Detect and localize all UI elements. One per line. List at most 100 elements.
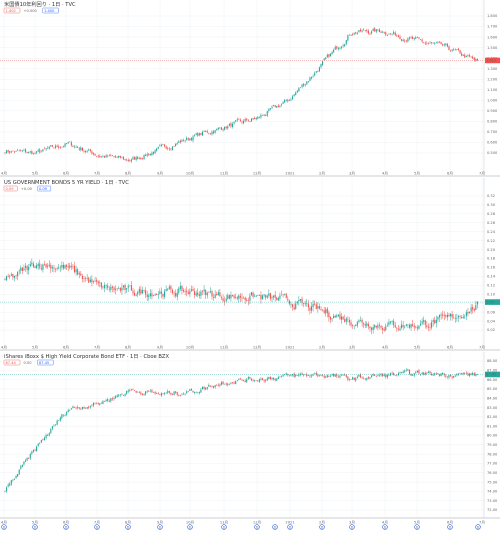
candle-body: [453, 317, 455, 319]
dividend-event-marker[interactable]: [254, 524, 260, 530]
candle-body: [255, 295, 257, 297]
dividend-event-marker[interactable]: [414, 524, 420, 530]
candle-body: [377, 325, 379, 328]
y-tick-label: 82.00: [487, 415, 498, 419]
candle-body: [213, 297, 215, 298]
candle-body: [225, 298, 227, 302]
candle-body: [290, 374, 292, 376]
sell-price-chip[interactable]: [3, 7, 21, 14]
candle-body: [235, 381, 237, 385]
candle-body: [99, 403, 101, 405]
candle-body: [304, 84, 306, 86]
candle-body: [168, 286, 170, 289]
candle-body: [81, 407, 83, 409]
candle-body: [32, 263, 34, 267]
candle-body: [427, 326, 429, 328]
candle-body: [195, 293, 197, 296]
sell-price-chip[interactable]: [3, 359, 21, 366]
dividend-event-label: D: [3, 525, 6, 529]
dividend-event-marker[interactable]: [475, 524, 481, 530]
dividend-event-marker[interactable]: [63, 524, 69, 530]
candle-body: [301, 298, 303, 304]
candle-body: [306, 374, 308, 377]
candle-body: [108, 155, 110, 156]
candle-body: [318, 306, 320, 309]
candle-body: [168, 390, 170, 393]
candle-body: [209, 291, 211, 293]
x-tick-label: 7月: [479, 345, 485, 350]
candle-body: [152, 151, 155, 154]
dividend-event-marker[interactable]: [125, 524, 131, 530]
candle-body: [396, 35, 398, 37]
candle-body: [331, 52, 333, 55]
dividend-event-marker[interactable]: [157, 524, 163, 530]
candle-body: [293, 94, 295, 96]
candle-body: [421, 321, 423, 324]
candle-body: [62, 264, 65, 269]
candle-body: [127, 159, 129, 162]
candle-body: [378, 375, 381, 376]
buy-price-chip[interactable]: [37, 359, 54, 366]
dividend-event-marker[interactable]: [272, 524, 278, 530]
candle-body: [58, 146, 60, 148]
dividend-event-marker[interactable]: [1, 524, 7, 530]
candle-body: [58, 267, 60, 269]
candle-body: [236, 380, 238, 382]
candle-body: [91, 151, 93, 154]
dividend-event-marker[interactable]: [382, 524, 388, 530]
candle-body: [456, 317, 458, 319]
candle-body: [50, 428, 52, 434]
candle-body: [359, 320, 362, 321]
dividend-event-marker[interactable]: [447, 524, 453, 530]
buy-price-chip[interactable]: [42, 7, 59, 14]
candle-body: [418, 370, 420, 374]
candle-body: [295, 92, 297, 96]
candle-body: [80, 147, 82, 151]
candle-body: [116, 288, 118, 289]
dividend-event-label: D: [223, 525, 226, 529]
y-tick-label: 72.00: [487, 508, 498, 512]
candle-body: [113, 397, 115, 400]
candle-body: [369, 33, 371, 35]
candle-body: [325, 57, 327, 59]
sell-price-chip[interactable]: [3, 185, 18, 192]
candle-body: [266, 378, 268, 381]
candle-body: [445, 43, 447, 45]
dividend-event-marker[interactable]: [94, 524, 100, 530]
buy-price-chip[interactable]: [37, 185, 52, 192]
candle-body: [118, 394, 120, 396]
candle-body: [181, 139, 183, 142]
candle-body: [105, 399, 107, 402]
candle-body: [217, 292, 219, 296]
candle-body: [209, 133, 211, 134]
candle-body: [62, 414, 65, 416]
dividend-event-marker[interactable]: [349, 524, 355, 530]
dividend-event-marker[interactable]: [287, 524, 293, 530]
candle-body: [418, 325, 420, 329]
candle-body: [31, 451, 33, 454]
candle-body: [116, 156, 118, 158]
candle-body: [393, 31, 395, 35]
dividend-event-marker[interactable]: [187, 524, 193, 530]
candle-body: [214, 130, 216, 133]
candle-body: [310, 375, 313, 377]
candle-body: [249, 295, 251, 301]
candle-body: [246, 379, 248, 383]
x-tick-label: 7月: [479, 171, 485, 176]
candle-body: [309, 375, 311, 377]
candle-body: [233, 122, 235, 124]
candle-body: [258, 295, 260, 296]
symbol-title: US GOVERNMENT BONDS 5 YR YIELD · 1日 · TV…: [4, 179, 129, 186]
candle-body: [36, 151, 38, 153]
dividend-event-marker[interactable]: [319, 524, 325, 530]
candle-body: [126, 159, 128, 161]
dividend-event-marker[interactable]: [221, 524, 227, 530]
y-tick-label: 1.700: [487, 25, 498, 29]
dividend-event-label: D: [351, 525, 354, 529]
candle-body: [156, 393, 158, 394]
x-tick-label: 9月: [157, 171, 163, 176]
candle-body: [261, 295, 264, 300]
candle-body: [171, 289, 174, 293]
dividend-event-marker[interactable]: [32, 524, 38, 530]
